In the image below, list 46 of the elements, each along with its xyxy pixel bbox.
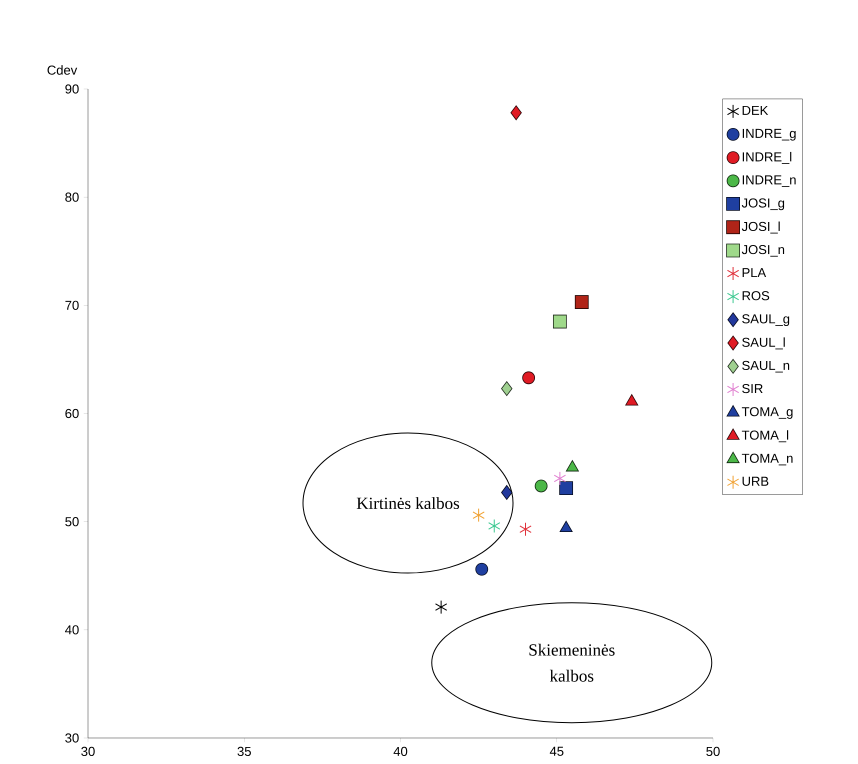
annotation: Skiemeninės kalbos [529, 644, 615, 682]
legend-label: TOMA_n [742, 454, 793, 466]
point [435, 600, 448, 614]
legend-label: INDRE_l [742, 152, 792, 164]
point [519, 522, 532, 536]
point [475, 562, 488, 576]
x-tick-label: 50 [706, 746, 720, 756]
point [522, 371, 536, 384]
y-tick-label: 60 [65, 408, 79, 418]
x-tick-label: 35 [238, 746, 251, 756]
x-tick-label: 45 [550, 746, 564, 756]
legend-label: DEK [742, 106, 768, 115]
legend-label: ROS [742, 291, 770, 300]
y-tick-label: 40 [65, 625, 79, 634]
y-tick-label: 70 [65, 300, 79, 310]
legend-label: SIR [742, 384, 763, 394]
legend-label: SAUL_g [742, 314, 790, 326]
point [510, 105, 522, 120]
point [552, 314, 567, 328]
x-tick-label: 40 [394, 746, 408, 756]
legend-label: TOMA_g [742, 407, 793, 419]
point [472, 508, 485, 522]
legend-label: SAUL_n [742, 360, 790, 372]
y-tick-label: 50 [65, 517, 79, 526]
x-tick-label: 30 [81, 746, 95, 756]
point [501, 485, 512, 500]
y-tick-label: 30 [65, 733, 79, 743]
legend-label: INDRE_n [742, 175, 796, 187]
y-tick-label: 80 [65, 192, 79, 202]
point [554, 471, 566, 486]
legend-label: JOSI_g [742, 198, 784, 210]
legend-label: JOSI_n [742, 244, 784, 257]
y-axis-title: Cdev [48, 65, 78, 75]
legend-label: URB [742, 476, 768, 486]
legend-label: JOSI_l [742, 222, 780, 234]
legend-label: INDRE_g [742, 128, 796, 141]
y-tick-label: 90 [65, 84, 79, 94]
point [488, 518, 500, 533]
point [559, 481, 574, 496]
legend-label: PLA [742, 268, 766, 278]
legend-label: TOMA_l [742, 430, 788, 442]
legend-label: SAUL_l [742, 337, 785, 350]
point [534, 480, 548, 492]
annotation: Kirtinės kalbos [356, 497, 460, 510]
point [574, 295, 589, 309]
point [501, 381, 512, 396]
